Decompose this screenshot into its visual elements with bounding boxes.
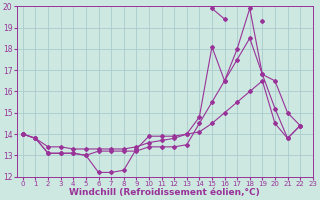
X-axis label: Windchill (Refroidissement éolien,°C): Windchill (Refroidissement éolien,°C) — [69, 188, 260, 197]
